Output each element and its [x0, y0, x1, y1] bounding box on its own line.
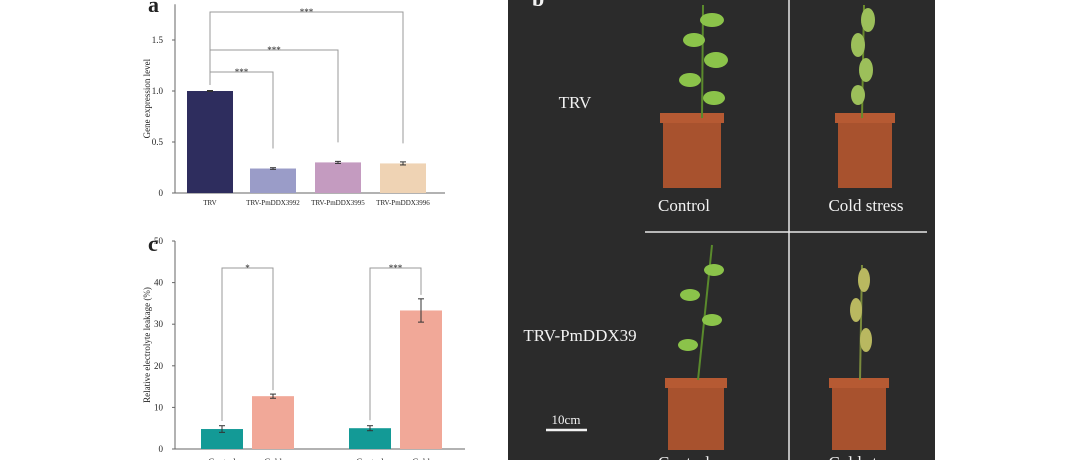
column-label: Control	[658, 453, 710, 460]
panel-label: a	[148, 0, 159, 17]
significance-bracket	[209, 11, 404, 144]
x-tick-label: Cold	[264, 457, 282, 460]
y-tick-label: 0	[159, 444, 164, 454]
bar	[187, 91, 233, 193]
pot	[663, 118, 721, 188]
y-tick-label: 30	[154, 319, 164, 329]
significance-label: ***	[235, 67, 249, 77]
significance-label: ***	[300, 7, 314, 17]
x-tick-label: TRV	[203, 199, 216, 207]
error-bar	[219, 425, 225, 433]
y-tick-label: 50	[154, 236, 164, 246]
y-axis-label: Gene expression level	[142, 58, 152, 138]
y-tick-label: 1.5	[152, 35, 164, 45]
x-tick-label: TRV-PmDDX3995	[311, 199, 365, 207]
error-bar	[418, 298, 424, 323]
bar	[380, 163, 426, 193]
bar	[349, 428, 391, 449]
x-tick-label: TRV-PmDDX3992	[246, 199, 300, 207]
significance-bracket	[221, 267, 274, 422]
x-tick-label: TRV-PmDDX3996	[376, 199, 430, 207]
error-bar	[400, 161, 406, 166]
significance-bracket	[209, 71, 274, 149]
x-tick-label: Cold	[412, 457, 430, 460]
y-tick-label: 10	[154, 402, 164, 412]
error-bar	[270, 167, 276, 170]
bar	[250, 168, 296, 193]
y-tick-label: 0.5	[152, 137, 164, 147]
scale-bar-label: 10cm	[552, 412, 581, 427]
error-bar	[335, 160, 341, 164]
error-bar	[207, 89, 213, 93]
significance-label: ***	[267, 45, 281, 55]
y-tick-label: 0	[159, 188, 164, 198]
significance-bracket	[209, 49, 339, 143]
bar	[400, 310, 442, 449]
y-tick-label: 1.0	[152, 86, 164, 96]
row-label: TRV-PmDDX39	[523, 326, 636, 345]
pot-rim	[660, 113, 724, 123]
panel-label: c	[148, 231, 158, 256]
column-label: Control	[658, 196, 710, 215]
column-label: Cold stress	[828, 453, 903, 460]
y-tick-label: 20	[154, 361, 164, 371]
row-label: TRV	[559, 93, 592, 112]
bar	[201, 429, 243, 449]
y-axis-label: Relative electrolyte leakage (%)	[142, 287, 152, 403]
significance-label: *	[245, 263, 250, 273]
significance-bracket	[369, 267, 422, 421]
bar	[315, 162, 361, 193]
significance-label: ***	[389, 263, 403, 273]
plants	[660, 4, 895, 450]
bar	[252, 396, 294, 449]
error-bar	[367, 425, 373, 432]
x-tick-label: Control	[356, 457, 384, 460]
x-tick-label: Control	[208, 457, 236, 460]
panel-label: b	[532, 0, 544, 11]
error-bar	[270, 393, 276, 399]
y-tick-label: 40	[154, 278, 164, 288]
column-label: Cold stress	[828, 196, 903, 215]
